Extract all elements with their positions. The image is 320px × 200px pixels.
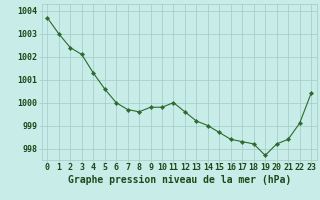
X-axis label: Graphe pression niveau de la mer (hPa): Graphe pression niveau de la mer (hPa) bbox=[68, 175, 291, 185]
